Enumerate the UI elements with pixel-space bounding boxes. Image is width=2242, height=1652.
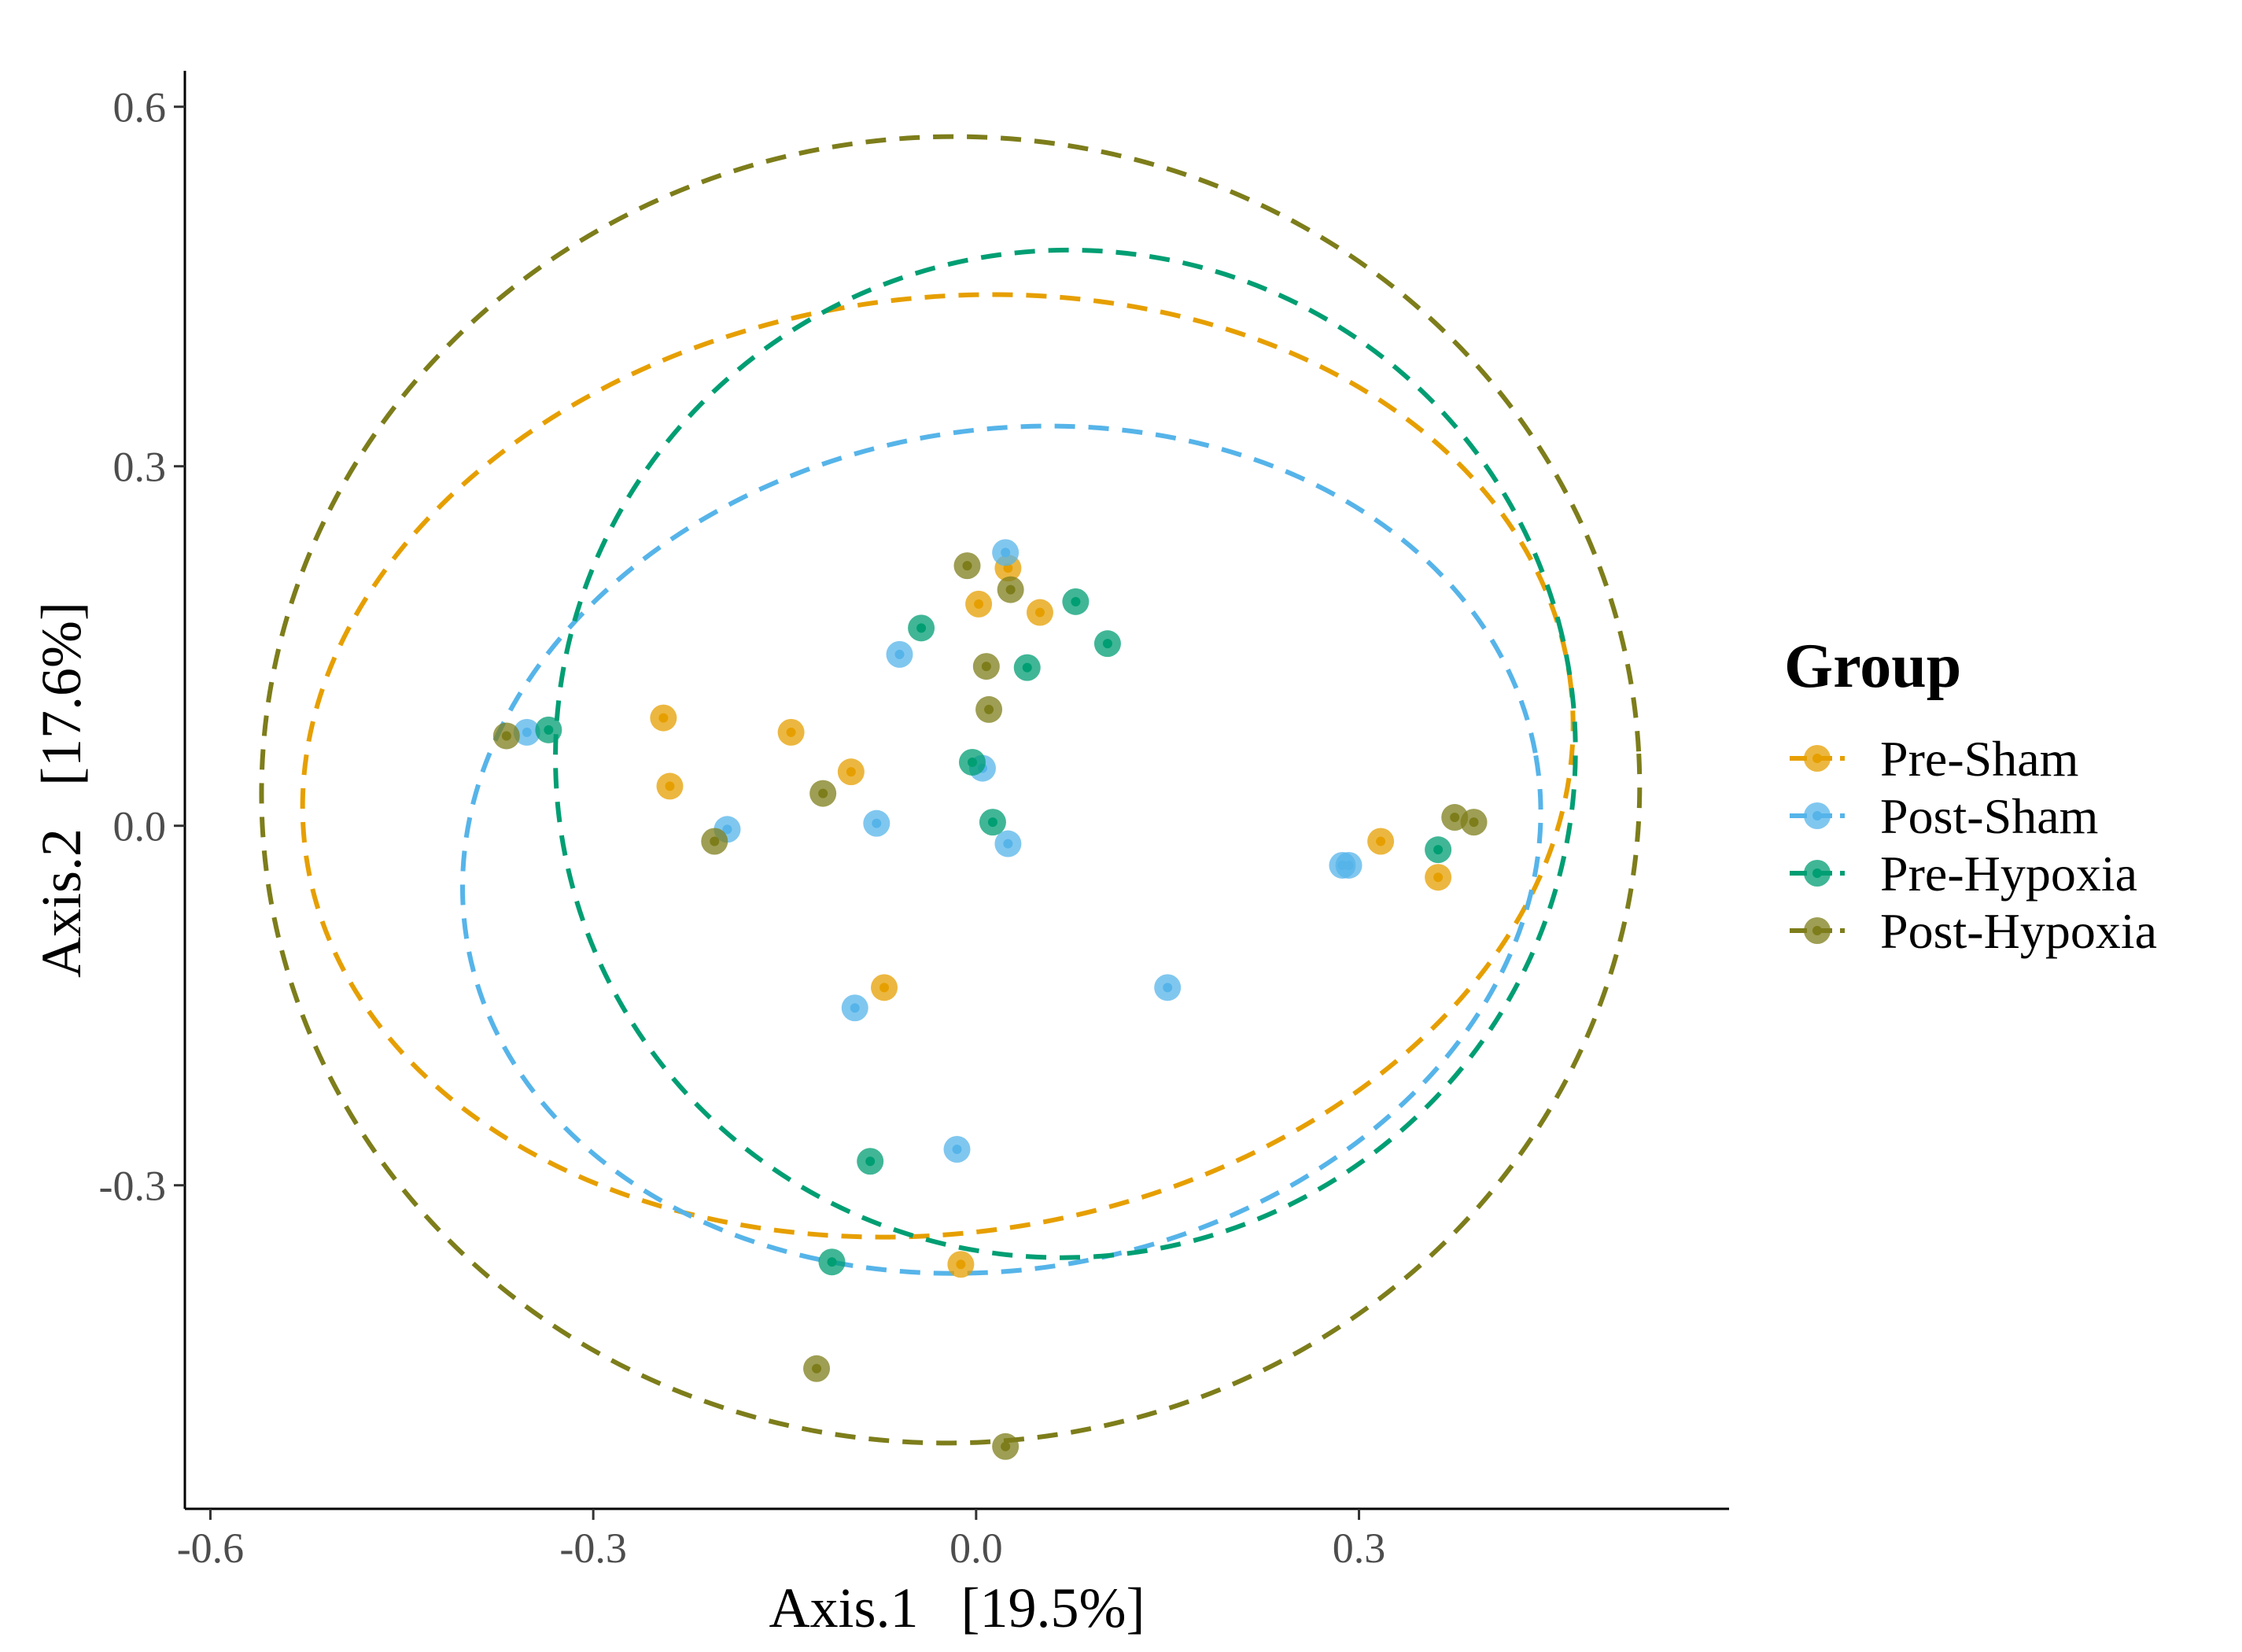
ellipse-post-hypoxia bbox=[259, 134, 1643, 1446]
point-center-post-sham bbox=[1344, 860, 1354, 870]
point-center-pre-sham bbox=[1433, 872, 1444, 883]
point-center-pre-hypoxia bbox=[827, 1257, 837, 1267]
point-center-post-hypoxia bbox=[984, 704, 994, 714]
legend-marker-center bbox=[1812, 868, 1822, 878]
point-center-post-hypoxia bbox=[1001, 1441, 1011, 1451]
point-center-pre-sham bbox=[846, 767, 856, 777]
point-center-post-hypoxia bbox=[1450, 813, 1460, 823]
y-axis-title: Axis.2 [17.6%] bbox=[30, 602, 93, 978]
y-tick-label: -0.3 bbox=[99, 1163, 166, 1210]
x-tick-label: -0.6 bbox=[177, 1525, 244, 1572]
point-center-pre-sham bbox=[1034, 607, 1045, 618]
point-center-post-sham bbox=[894, 649, 905, 659]
confidence-ellipses bbox=[259, 134, 1643, 1446]
point-center-post-sham bbox=[872, 818, 882, 828]
point-center-post-sham bbox=[522, 727, 532, 737]
legend-item-post-hypoxia: Post-Hypoxia bbox=[1790, 903, 2157, 959]
data-points bbox=[492, 539, 1488, 1460]
point-center-post-sham bbox=[850, 1003, 860, 1013]
point-center-pre-hypoxia bbox=[865, 1156, 876, 1167]
x-tick-label: -0.3 bbox=[559, 1525, 626, 1572]
point-center-post-hypoxia bbox=[501, 731, 511, 741]
legend-label: Post-Hypoxia bbox=[1880, 903, 2157, 959]
point-center-post-sham bbox=[1001, 548, 1011, 558]
point-center-post-sham bbox=[952, 1145, 962, 1154]
point-center-pre-sham bbox=[1376, 836, 1386, 846]
point-center-pre-sham bbox=[974, 599, 984, 609]
point-center-pre-sham bbox=[879, 983, 890, 993]
legend-marker-center bbox=[1812, 754, 1822, 763]
point-center-post-hypoxia bbox=[962, 561, 972, 571]
point-center-pre-hypoxia bbox=[1433, 845, 1444, 855]
y-tick-label: 0.6 bbox=[113, 84, 167, 131]
point-center-pre-hypoxia bbox=[987, 817, 997, 828]
legend-item-pre-hypoxia: Pre-Hypoxia bbox=[1790, 846, 2137, 902]
legend: Group Pre-ShamPost-ShamPre-HypoxiaPost-H… bbox=[1784, 632, 2157, 959]
point-center-post-hypoxia bbox=[981, 662, 991, 672]
y-axis-ticks: -0.3 0.0 0.3 0.6 bbox=[99, 84, 185, 1210]
point-center-post-hypoxia bbox=[818, 788, 828, 798]
legend-marker-center bbox=[1812, 811, 1822, 820]
point-center-pre-sham bbox=[786, 727, 796, 737]
ellipse-pre-sham bbox=[300, 292, 1576, 1240]
point-center-post-sham bbox=[722, 824, 732, 835]
legend-item-post-sham: Post-Sham bbox=[1790, 788, 2098, 844]
legend-item-pre-sham: Pre-Sham bbox=[1790, 731, 2078, 787]
point-center-pre-sham bbox=[658, 713, 669, 723]
point-center-pre-hypoxia bbox=[1071, 596, 1081, 607]
ellipse-pre-hypoxia bbox=[553, 247, 1578, 1260]
legend-label: Pre-Hypoxia bbox=[1880, 846, 2137, 902]
point-center-post-sham bbox=[1163, 983, 1173, 993]
x-tick-label: 0.0 bbox=[950, 1525, 1003, 1572]
legend-title: Group bbox=[1784, 632, 1961, 701]
x-axis-ticks: -0.6 -0.3 0.0 0.3 bbox=[177, 1509, 1386, 1572]
point-center-post-sham bbox=[1003, 839, 1013, 849]
point-center-pre-hypoxia bbox=[916, 623, 927, 633]
point-center-post-hypoxia bbox=[710, 836, 720, 846]
y-tick-label: 0.0 bbox=[113, 803, 167, 850]
legend-marker-center bbox=[1812, 926, 1822, 935]
point-center-pre-hypoxia bbox=[1022, 662, 1032, 673]
point-center-pre-hypoxia bbox=[544, 725, 554, 735]
x-tick-label: 0.3 bbox=[1333, 1525, 1386, 1572]
ellipse-post-sham bbox=[459, 423, 1543, 1276]
point-center-pre-hypoxia bbox=[1102, 639, 1112, 649]
point-center-post-hypoxia bbox=[812, 1363, 822, 1374]
point-center-pre-sham bbox=[956, 1259, 966, 1270]
y-tick-label: 0.3 bbox=[113, 444, 167, 491]
legend-label: Pre-Sham bbox=[1880, 731, 2078, 787]
point-center-pre-hypoxia bbox=[967, 757, 977, 767]
point-center-post-hypoxia bbox=[1469, 817, 1479, 828]
legend-label: Post-Sham bbox=[1880, 788, 2098, 844]
point-center-post-hypoxia bbox=[1005, 584, 1016, 595]
x-axis-title: Axis.1 [19.5%] bbox=[769, 1576, 1145, 1639]
point-center-pre-sham bbox=[665, 781, 675, 791]
